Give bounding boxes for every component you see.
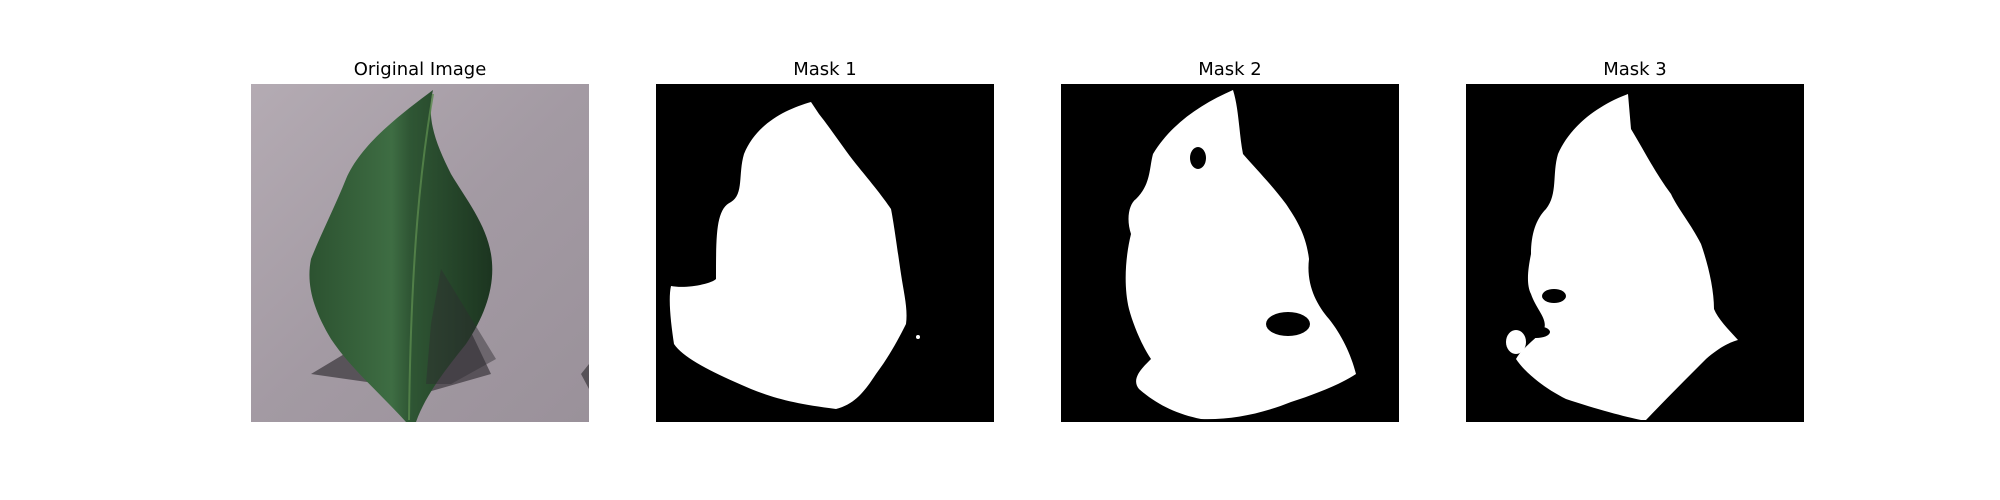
mask-2-image	[1061, 84, 1399, 422]
mask-1-image	[656, 84, 994, 422]
original-leaf-image	[251, 84, 589, 422]
mask-3-image	[1466, 84, 1804, 422]
panel-title: Mask 1	[793, 59, 857, 80]
panel-title: Original Image	[353, 59, 487, 80]
panel-title: Mask 2	[1198, 59, 1262, 80]
panel-title: Mask 3	[1603, 59, 1667, 80]
